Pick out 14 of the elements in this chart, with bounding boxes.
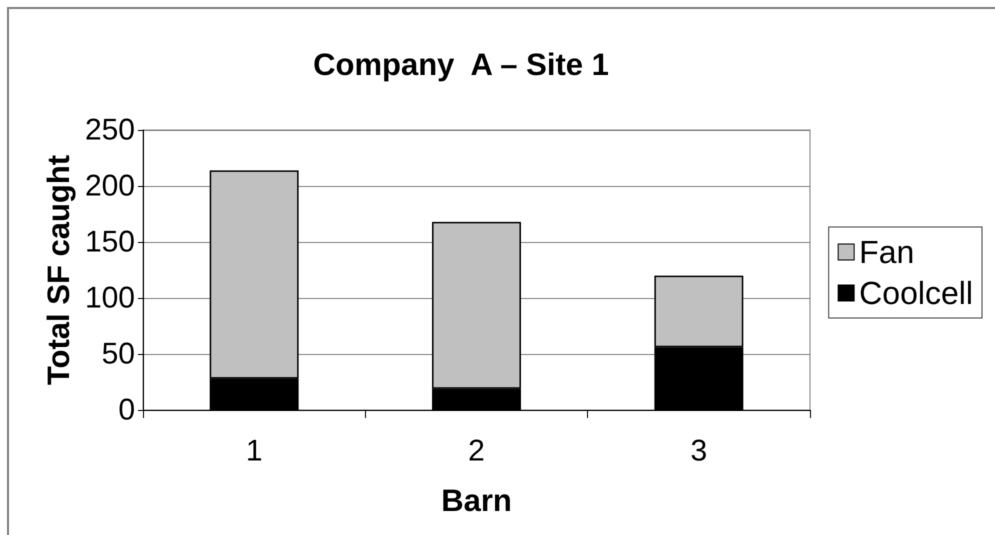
y-tick-label: 250 bbox=[84, 114, 135, 146]
x-tick-label: 3 bbox=[690, 434, 708, 468]
y-axis-title: Total SF caught bbox=[41, 154, 76, 386]
y-tick-label: 0 bbox=[118, 394, 135, 426]
y-tick-label: 150 bbox=[84, 226, 135, 258]
y-tick-label: 200 bbox=[84, 170, 135, 202]
y-tick-label: 50 bbox=[102, 338, 135, 370]
legend-label: Fan bbox=[859, 234, 914, 270]
y-tick-label: 100 bbox=[84, 282, 135, 314]
x-axis-title: Barn bbox=[441, 483, 512, 518]
x-tick-label: 1 bbox=[246, 434, 263, 468]
legend-label: Coolcell bbox=[859, 275, 973, 311]
x-tick-label: 2 bbox=[468, 434, 485, 468]
chart-title: Company A – Site 1 bbox=[313, 47, 609, 82]
